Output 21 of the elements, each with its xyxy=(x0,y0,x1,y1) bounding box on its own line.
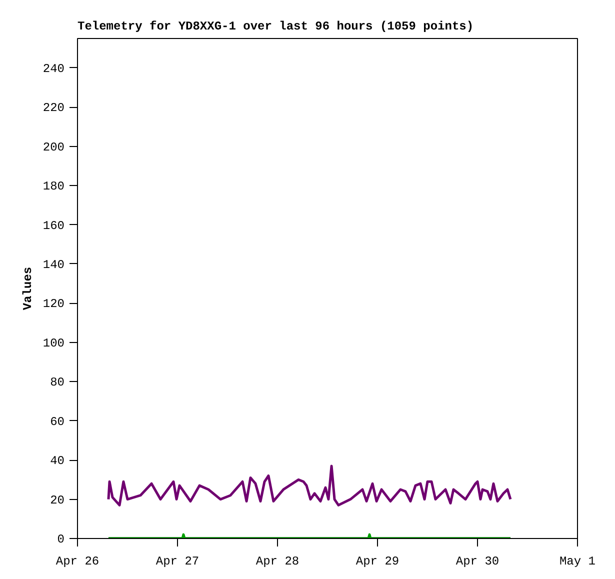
y-axis-title: Values xyxy=(20,266,35,310)
x-tick-label: Apr 26 xyxy=(56,554,100,568)
chart-title: Telemetry for YD8XXG-1 over last 96 hours (1059 points) xyxy=(78,20,474,34)
x-tick-label: Apr 29 xyxy=(356,554,400,568)
y-tick-label: 20 xyxy=(50,493,65,508)
x-tick-label: Apr 30 xyxy=(456,554,500,568)
y-tick-label: 220 xyxy=(42,101,65,116)
y-tick-label: 100 xyxy=(42,336,65,350)
y-tick-label: 180 xyxy=(42,180,65,194)
y-tick-label: 120 xyxy=(42,297,65,312)
y-tick-label: 60 xyxy=(50,414,65,429)
y-tick-label: 80 xyxy=(50,376,65,390)
x-tick-label: Apr 27 xyxy=(156,554,200,568)
y-tick-label: 200 xyxy=(42,140,65,154)
y-tick-label: 0 xyxy=(57,532,64,546)
x-tick-label: Apr 28 xyxy=(256,554,300,568)
y-tick-label: 160 xyxy=(42,218,65,233)
y-tick-label: 140 xyxy=(42,258,65,272)
y-tick-label: 40 xyxy=(50,454,65,468)
y-tick-label: 240 xyxy=(42,62,65,76)
x-tick-label: May 1 xyxy=(559,554,596,568)
